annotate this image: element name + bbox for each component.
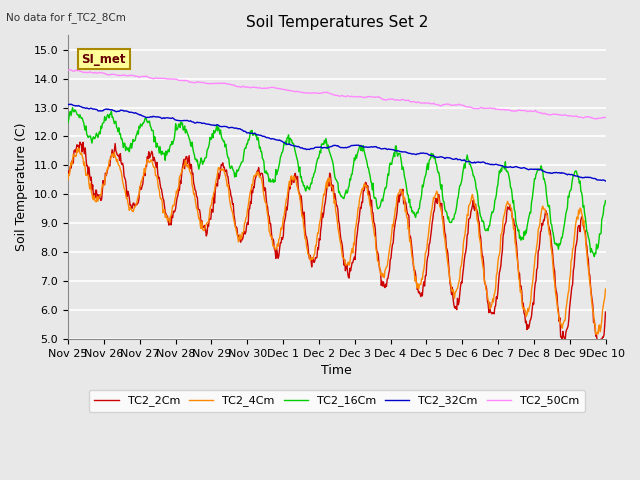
TC2_4Cm bbox=[130, 207, 138, 213]
TC2_32Cm bbox=[75, 103, 83, 108]
Title: Soil Temperatures Set 2: Soil Temperatures Set 2 bbox=[246, 15, 428, 30]
Line: TC2_32Cm: TC2_32Cm bbox=[68, 104, 605, 181]
TC2_50Cm bbox=[602, 115, 609, 120]
TC2_50Cm bbox=[593, 116, 600, 122]
TC2_2Cm bbox=[213, 180, 221, 186]
TC2_50Cm bbox=[66, 67, 74, 72]
TC2_16Cm bbox=[403, 186, 410, 192]
TC2_2Cm bbox=[184, 156, 192, 162]
Legend: TC2_2Cm, TC2_4Cm, TC2_16Cm, TC2_32Cm, TC2_50Cm: TC2_2Cm, TC2_4Cm, TC2_16Cm, TC2_32Cm, TC… bbox=[89, 390, 585, 412]
Line: TC2_50Cm: TC2_50Cm bbox=[68, 70, 605, 119]
Line: TC2_2Cm: TC2_2Cm bbox=[68, 142, 605, 351]
TC2_16Cm bbox=[184, 133, 192, 139]
TC2_16Cm bbox=[213, 122, 221, 128]
TC2_50Cm bbox=[419, 100, 426, 106]
TC2_32Cm bbox=[184, 118, 192, 124]
TC2_4Cm bbox=[64, 177, 72, 183]
TC2_4Cm bbox=[602, 286, 609, 292]
TC2_16Cm bbox=[130, 138, 138, 144]
TC2_16Cm bbox=[419, 182, 426, 188]
TC2_16Cm bbox=[64, 120, 72, 126]
X-axis label: Time: Time bbox=[321, 364, 352, 377]
TC2_4Cm bbox=[419, 276, 426, 282]
TC2_16Cm bbox=[68, 105, 76, 110]
TC2_2Cm bbox=[74, 144, 81, 149]
TC2_4Cm bbox=[75, 145, 83, 151]
TC2_32Cm bbox=[67, 101, 75, 107]
Line: TC2_4Cm: TC2_4Cm bbox=[68, 148, 605, 334]
TC2_32Cm bbox=[213, 122, 221, 128]
TC2_4Cm bbox=[213, 175, 221, 181]
TC2_2Cm bbox=[403, 206, 410, 212]
TC2_2Cm bbox=[76, 139, 84, 145]
Line: TC2_16Cm: TC2_16Cm bbox=[68, 108, 605, 257]
TC2_4Cm bbox=[184, 162, 192, 168]
TC2_50Cm bbox=[403, 97, 410, 103]
TC2_4Cm bbox=[403, 214, 410, 220]
TC2_4Cm bbox=[592, 331, 600, 337]
Text: SI_met: SI_met bbox=[81, 53, 126, 66]
TC2_2Cm bbox=[419, 293, 426, 299]
TC2_50Cm bbox=[64, 68, 72, 73]
TC2_32Cm bbox=[403, 150, 410, 156]
TC2_50Cm bbox=[184, 78, 192, 84]
TC2_2Cm bbox=[64, 168, 72, 173]
TC2_16Cm bbox=[591, 254, 598, 260]
TC2_4Cm bbox=[74, 149, 81, 155]
TC2_16Cm bbox=[75, 112, 83, 118]
TC2_50Cm bbox=[75, 68, 83, 73]
TC2_32Cm bbox=[602, 178, 609, 184]
TC2_32Cm bbox=[64, 102, 72, 108]
TC2_32Cm bbox=[419, 150, 426, 156]
TC2_50Cm bbox=[130, 73, 138, 79]
Text: No data for f_TC2_8Cm: No data for f_TC2_8Cm bbox=[6, 12, 126, 23]
TC2_16Cm bbox=[602, 198, 609, 204]
TC2_2Cm bbox=[596, 348, 604, 354]
Y-axis label: Soil Temperature (C): Soil Temperature (C) bbox=[15, 123, 28, 252]
TC2_50Cm bbox=[213, 81, 221, 86]
TC2_32Cm bbox=[130, 110, 138, 116]
TC2_2Cm bbox=[130, 200, 138, 206]
TC2_2Cm bbox=[602, 309, 609, 315]
